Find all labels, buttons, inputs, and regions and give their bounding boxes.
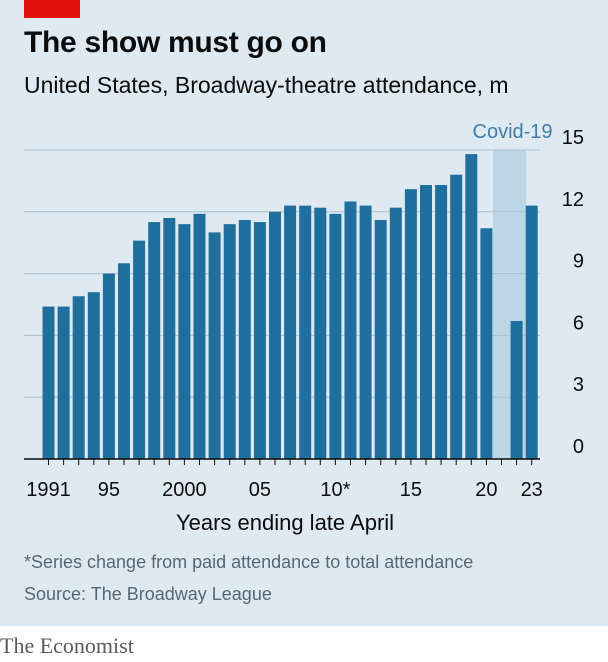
- chart-title: The show must go on: [24, 26, 327, 59]
- bar: [525, 205, 538, 459]
- x-tick-label: 05: [249, 479, 271, 501]
- economist-red-tag: [24, 0, 80, 18]
- bar: [344, 201, 357, 459]
- bar: [389, 207, 402, 459]
- y-tick-label: 3: [573, 374, 584, 396]
- x-tick-label: 23: [521, 479, 543, 501]
- x-tick-label: 10*: [320, 479, 350, 501]
- y-tick-label: 0: [573, 436, 584, 458]
- covid-label: Covid-19: [473, 121, 553, 143]
- bar: [450, 174, 463, 459]
- bar: [87, 292, 100, 459]
- x-tick-label: 15: [400, 479, 422, 501]
- y-tick-label: 6: [573, 312, 584, 334]
- bar: [238, 220, 251, 459]
- bar: [359, 205, 372, 459]
- bar: [57, 306, 70, 459]
- bar: [510, 320, 523, 459]
- bar: [163, 217, 176, 459]
- bar: [178, 224, 191, 459]
- x-tick-label: 20: [475, 479, 497, 501]
- chart-subtitle: United States, Broadway-theatre attendan…: [24, 72, 509, 98]
- bar: [133, 240, 146, 459]
- bar: [435, 185, 448, 459]
- y-tick-label: 15: [562, 127, 584, 149]
- x-tick-label: 2000: [162, 479, 207, 501]
- bar: [118, 263, 130, 459]
- bar: [253, 222, 266, 459]
- bar: [42, 306, 55, 459]
- bar: [223, 224, 236, 459]
- x-axis-title: Years ending late April: [176, 510, 394, 535]
- bar: [404, 189, 417, 459]
- bar: [314, 207, 327, 459]
- bar-chart: Covid-19 0 3 6 9 12 15 1991 95 2000 05 10* 15 20 23 Ye…: [24, 121, 584, 535]
- bar: [269, 211, 281, 459]
- bar: [72, 296, 85, 459]
- y-tick-label: 9: [573, 251, 584, 273]
- bar: [465, 154, 478, 459]
- economist-logo: The Economist: [0, 633, 134, 658]
- bar: [102, 273, 115, 459]
- bar: [329, 213, 342, 459]
- bar: [148, 222, 161, 459]
- footnote: *Series change from paid attendance to t…: [24, 552, 474, 572]
- bar: [480, 228, 493, 459]
- bar: [284, 205, 297, 459]
- bar: [193, 213, 206, 459]
- bar: [299, 205, 312, 459]
- x-tick-label: 1991: [26, 479, 71, 501]
- y-tick-label: 12: [562, 189, 584, 211]
- x-tick-label: 95: [98, 479, 120, 501]
- source-note: Source: The Broadway League: [24, 584, 272, 604]
- bar: [420, 185, 432, 459]
- bar: [374, 220, 387, 459]
- bar: [208, 232, 221, 459]
